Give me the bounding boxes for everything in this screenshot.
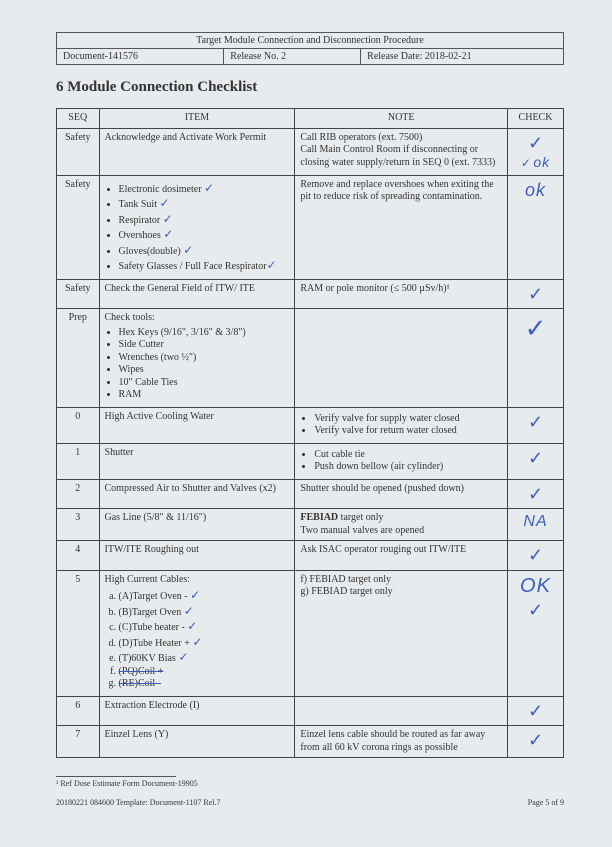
table-row: Safety Electronic dosimeter ✓ Tank Suit … bbox=[57, 175, 564, 279]
col-check: CHECK bbox=[508, 109, 564, 129]
header-release: Release No. 2 bbox=[224, 49, 361, 65]
table-row: Safety Check the General Field of ITW/ I… bbox=[57, 279, 564, 309]
table-row: 1 Shutter Cut cable tie Push down bellow… bbox=[57, 443, 564, 479]
table-row: 2 Compressed Air to Shutter and Valves (… bbox=[57, 479, 564, 509]
col-seq: SEQ bbox=[57, 109, 100, 129]
table-row: 6 Extraction Electrode (I) ✓ bbox=[57, 696, 564, 726]
header-date: Release Date: 2018-02-21 bbox=[361, 49, 564, 65]
safety-list: Electronic dosimeter ✓ Tank Suit ✓ Respi… bbox=[119, 181, 290, 274]
header-doc: Document-141576 bbox=[57, 49, 224, 65]
col-item: ITEM bbox=[99, 109, 295, 129]
table-row: 5 High Current Cables: (A)Target Oven - … bbox=[57, 570, 564, 696]
table-row: Prep Check tools: Hex Keys (9/16", 3/16"… bbox=[57, 309, 564, 408]
page-number: Page 5 of 9 bbox=[528, 798, 564, 807]
table-row: 4 ITW/ITE Roughing out Ask ISAC operator… bbox=[57, 541, 564, 571]
page-container: Target Module Connection and Disconnecti… bbox=[0, 0, 612, 847]
footnote-ref: ¹ Ref Dose Estimate Form Document-19905 bbox=[56, 779, 564, 788]
footer-stamp: 20180221 084600 Template: Document-1107 … bbox=[56, 798, 221, 807]
col-note: NOTE bbox=[295, 109, 508, 129]
section-heading: 6 Module Connection Checklist bbox=[56, 79, 564, 96]
header-table: Target Module Connection and Disconnecti… bbox=[56, 32, 564, 65]
table-row: 3 Gas Line (5/8" & 11/16") FEBIAD target… bbox=[57, 509, 564, 541]
table-header-row: SEQ ITEM NOTE CHECK bbox=[57, 109, 564, 129]
table-row: 7 Einzel Lens (Y) Einzel lens cable shou… bbox=[57, 726, 564, 758]
checklist-table: SEQ ITEM NOTE CHECK Safety Acknowledge a… bbox=[56, 108, 564, 758]
table-row: 0 High Active Cooling Water Verify valve… bbox=[57, 407, 564, 443]
header-title: Target Module Connection and Disconnecti… bbox=[57, 33, 564, 49]
table-row: Safety Acknowledge and Activate Work Per… bbox=[57, 128, 564, 175]
